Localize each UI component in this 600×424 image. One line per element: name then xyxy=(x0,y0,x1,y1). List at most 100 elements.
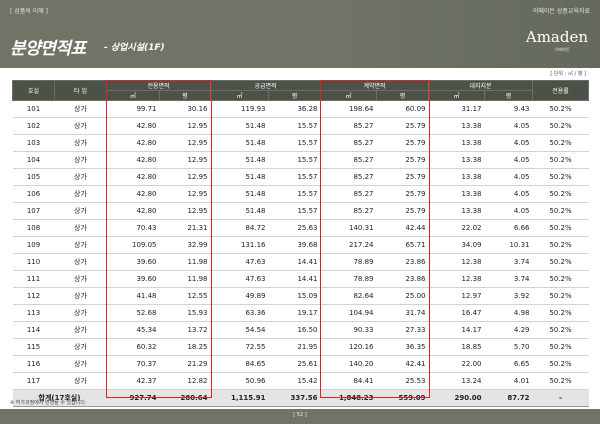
col-type: 타 입 xyxy=(54,80,107,101)
cell-unit: 107 xyxy=(12,202,55,220)
cell-type: 상가 xyxy=(54,185,107,203)
table-row: 107 상가 42.80 12.95 51.48 15.57 85.27 25.79 13.38… xyxy=(12,202,589,220)
cell-la-m: 13.24 xyxy=(428,372,485,390)
sub-la-sqm: ㎡ xyxy=(428,90,485,101)
cell-co-p: 23.86 xyxy=(376,253,429,271)
cell-su-p: 39.68 xyxy=(268,236,321,254)
cell-co-m: 85.27 xyxy=(320,151,377,169)
table-row: 115 상가 60.32 18.25 72.55 21.95 120.16 36.35 18.8… xyxy=(12,338,589,356)
total-label: 합계(17호실) xyxy=(12,389,107,407)
cell-ex-p: 12.95 xyxy=(159,134,211,152)
header-shade xyxy=(340,0,600,68)
cell-ratio: 50.2% xyxy=(532,321,589,339)
col-ratio: 전용률 xyxy=(532,80,589,101)
cell-la-p: 6.66 xyxy=(484,219,533,237)
cell-ex-p: 12.55 xyxy=(159,287,211,305)
brand-logo: Amaden xyxy=(525,28,588,46)
cell-ratio: 50.2% xyxy=(532,151,589,169)
total-row: 합계(17호실) 927.74 280.64 1,115.91 337.56 1… xyxy=(12,389,589,407)
cell-ex-p: 21.29 xyxy=(159,355,211,373)
unit-label: [ 단위 : ㎡ / 평 ] xyxy=(550,71,586,77)
cell-ratio: 50.2% xyxy=(532,219,589,237)
cell-su-p: 15.42 xyxy=(268,372,321,390)
cell-co-p: 25.79 xyxy=(376,117,429,135)
cell-la-m: 13.38 xyxy=(428,185,485,203)
cell-su-p: 15.09 xyxy=(268,287,321,305)
cell-la-p: 3.92 xyxy=(484,287,533,305)
cell-la-m: 22.00 xyxy=(428,355,485,373)
cell-co-p: 25.53 xyxy=(376,372,429,390)
cell-ex-m: 45.34 xyxy=(106,321,160,339)
table-row: 112 상가 41.48 12.55 49.89 15.09 82.64 25.00 12.97… xyxy=(12,287,589,305)
cell-ex-p: 11.98 xyxy=(159,270,211,288)
area-table: 호실 타 입 전용면적 공급면적 계약면적 대지지분 전용률 ㎡ 평 ㎡ 평 ㎡… xyxy=(12,80,589,407)
cell-su-m: 51.48 xyxy=(210,151,269,169)
cell-ex-m: 39.60 xyxy=(106,253,160,271)
cell-ratio: 50.2% xyxy=(532,355,589,373)
cell-su-m: 54.54 xyxy=(210,321,269,339)
cell-su-p: 15.57 xyxy=(268,202,321,220)
cell-ex-p: 11.98 xyxy=(159,253,211,271)
cell-ex-p: 12.95 xyxy=(159,202,211,220)
cell-type: 상가 xyxy=(54,287,107,305)
cell-type: 상가 xyxy=(54,253,107,271)
cell-co-p: 25.79 xyxy=(376,134,429,152)
cell-la-m: 12.38 xyxy=(428,253,485,271)
cell-la-p: 4.05 xyxy=(484,117,533,135)
cell-co-m: 85.27 xyxy=(320,168,377,186)
cell-unit: 116 xyxy=(12,355,55,373)
cell-ex-p: 12.82 xyxy=(159,372,211,390)
table-row: 103 상가 42.80 12.95 51.48 15.57 85.27 25.79 13.38… xyxy=(12,134,589,152)
cell-ex-p: 21.31 xyxy=(159,219,211,237)
cell-unit: 115 xyxy=(12,338,55,356)
cell-co-m: 90.33 xyxy=(320,321,377,339)
cell-ex-m: 52.68 xyxy=(106,304,160,322)
cell-ex-p: 30.16 xyxy=(159,100,211,118)
cell-ex-m: 99.71 xyxy=(106,100,160,118)
cell-la-p: 4.05 xyxy=(484,168,533,186)
cell-su-p: 14.41 xyxy=(268,270,321,288)
cell-co-m: 78.89 xyxy=(320,253,377,271)
cell-type: 상가 xyxy=(54,134,107,152)
cell-type: 상가 xyxy=(54,338,107,356)
cell-type: 상가 xyxy=(54,202,107,220)
cell-su-m: 51.48 xyxy=(210,117,269,135)
cell-ex-p: 12.95 xyxy=(159,168,211,186)
cell-la-p: 3.74 xyxy=(484,270,533,288)
cell-type: 상가 xyxy=(54,270,107,288)
total-ex-pyeong: 280.64 xyxy=(159,389,211,407)
cell-su-m: 72.55 xyxy=(210,338,269,356)
cell-la-p: 4.05 xyxy=(484,134,533,152)
cell-la-m: 13.38 xyxy=(428,134,485,152)
cell-type: 상가 xyxy=(54,372,107,390)
cell-la-p: 5.70 xyxy=(484,338,533,356)
cell-ratio: 50.2% xyxy=(532,287,589,305)
cell-ex-m: 42.80 xyxy=(106,134,160,152)
cell-su-p: 15.57 xyxy=(268,185,321,203)
cell-co-p: 31.74 xyxy=(376,304,429,322)
cell-la-m: 12.38 xyxy=(428,270,485,288)
cell-su-p: 15.57 xyxy=(268,117,321,135)
cell-ex-m: 42.80 xyxy=(106,117,160,135)
total-la-sqm: 290.00 xyxy=(428,389,485,407)
cell-unit: 117 xyxy=(12,372,55,390)
cell-unit: 102 xyxy=(12,117,55,135)
cell-ex-m: 42.80 xyxy=(106,151,160,169)
cell-unit: 111 xyxy=(12,270,55,288)
brand-logo-sub: 아메이든 xyxy=(555,47,570,52)
cell-co-m: 82.64 xyxy=(320,287,377,305)
cell-co-p: 36.35 xyxy=(376,338,429,356)
cell-ex-p: 12.95 xyxy=(159,151,211,169)
cell-su-m: 47.63 xyxy=(210,270,269,288)
cell-co-p: 25.79 xyxy=(376,151,429,169)
col-exclusive: 전용면적 xyxy=(106,80,211,91)
cell-ratio: 50.2% xyxy=(532,304,589,322)
table-row: 113 상가 52.68 15.93 63.36 19.17 104.94 31.74 16.4… xyxy=(12,304,589,322)
cell-su-m: 47.63 xyxy=(210,253,269,271)
cell-unit: 113 xyxy=(12,304,55,322)
table-head-row: 호실 타 입 전용면적 공급면적 계약면적 대지지분 전용률 xyxy=(12,80,589,101)
cell-la-m: 31.17 xyxy=(428,100,485,118)
cell-type: 상가 xyxy=(54,117,107,135)
cell-ex-m: 109.05 xyxy=(106,236,160,254)
cell-ex-p: 12.95 xyxy=(159,117,211,135)
